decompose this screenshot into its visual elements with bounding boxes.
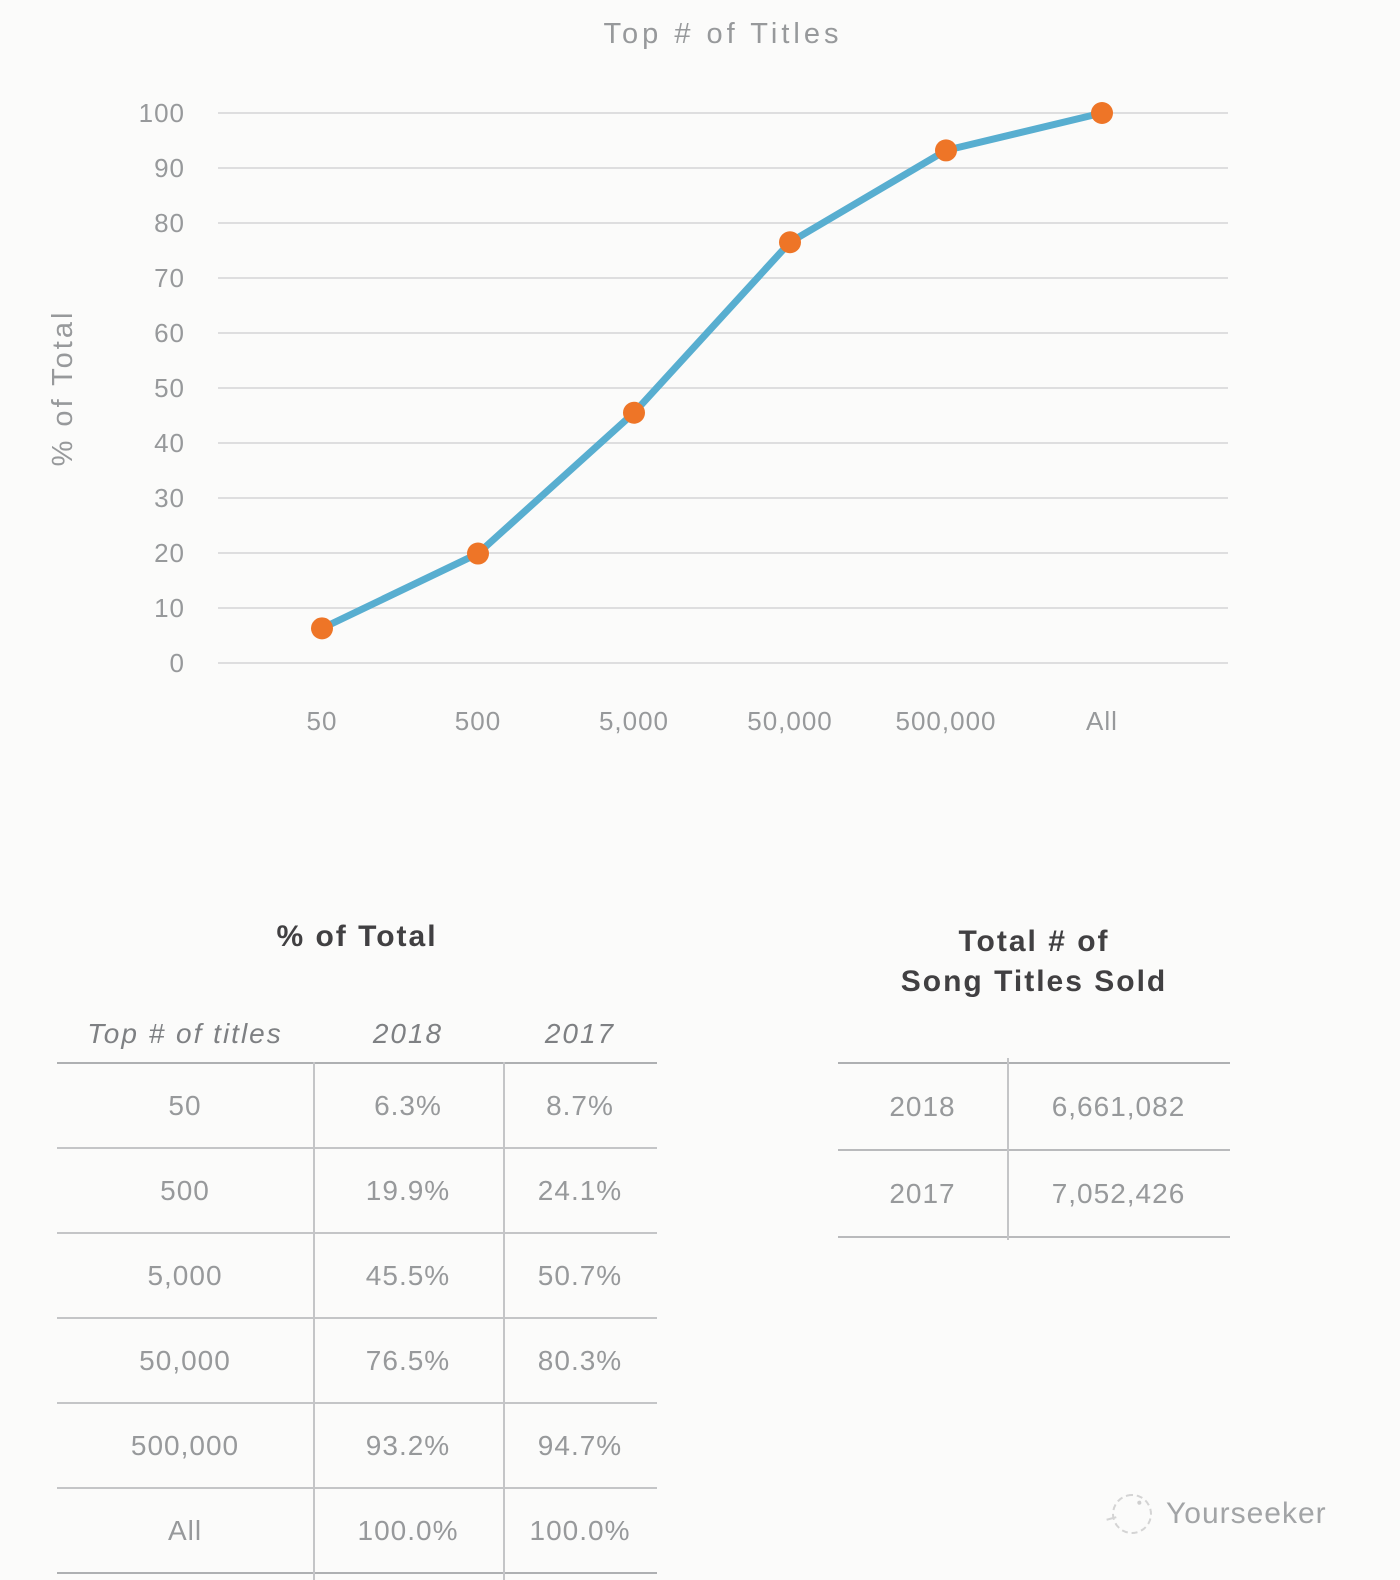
percent-table-header: Top # of titles 2018 2017 (57, 1005, 657, 1062)
table-cell: 19.9% (365, 1174, 451, 1206)
yourseeker-logo-icon (1107, 1489, 1157, 1539)
table-cell: 50 (168, 1089, 202, 1121)
table-row: 50 6.3% 8.7% (57, 1064, 657, 1149)
x-tick-label: 5,000 (599, 706, 669, 736)
column-divider (313, 1062, 315, 1580)
data-point (311, 617, 333, 640)
y-tick-label: 60 (154, 318, 185, 348)
y-tick-label: 50 (154, 373, 185, 403)
data-point (623, 401, 645, 424)
x-tick-label: 500 (455, 706, 501, 736)
x-tick-label: 50,000 (747, 706, 833, 736)
data-point (1091, 102, 1113, 124)
x-tick-label: 500,000 (896, 706, 997, 736)
percent-table-title: % of Total (276, 920, 438, 953)
y-tick-label: 90 (154, 153, 185, 183)
line-chart: 0 10 20 30 40 50 60 70 80 90 100 % of Total 50 500 5,0… (47, 98, 1228, 736)
data-point (935, 139, 957, 162)
column-divider (503, 1062, 505, 1580)
totals-table-body: 2018 6,661,082 2017 7,052,426 (838, 1064, 1230, 1238)
table-cell: 2017 (889, 1177, 956, 1209)
y-tick-label: 10 (154, 593, 185, 623)
table-row: 50,000 76.5% 80.3% (57, 1319, 657, 1404)
table-cell: 6.3% (374, 1089, 442, 1121)
chart-title: Top # of Titles (603, 18, 843, 50)
table-cell: 5,000 (147, 1259, 223, 1291)
percent-table: Top # of titles 2018 2017 50 6.3% 8.7% 500 1… (57, 1005, 657, 1580)
watermark: Yourseeker (1107, 1489, 1327, 1539)
table-cell: 93.2% (365, 1429, 451, 1461)
table-cell: 6,661,082 (1051, 1090, 1186, 1122)
table-row: 5,000 45.5% 50.7% (57, 1234, 657, 1319)
watermark-label: Yourseeker (1166, 1497, 1327, 1530)
table-cell: 2018 (889, 1090, 956, 1122)
x-tick-label: 50 (307, 706, 338, 736)
y-tick-label: 30 (154, 483, 185, 513)
table-cell: 76.5% (365, 1344, 451, 1376)
table-row: 500,000 93.2% 94.7% (57, 1404, 657, 1489)
table-cell: 500,000 (130, 1429, 240, 1461)
table-cell: 100.0% (529, 1514, 631, 1546)
table-cell: 50.7% (537, 1259, 623, 1291)
x-tick-label: All (1086, 706, 1118, 736)
table-cell: 100.0% (357, 1514, 459, 1546)
table-cell: 94.7% (537, 1429, 623, 1461)
table-cell: All (167, 1514, 203, 1546)
column-header-2018: 2018 (372, 1017, 444, 1049)
y-tick-label: 20 (154, 538, 185, 568)
data-point (779, 231, 801, 254)
y-tick-label: 70 (154, 263, 185, 293)
table-cell: 45.5% (365, 1259, 451, 1291)
column-header-2017: 2017 (544, 1017, 616, 1049)
totals-table-title-line1: Total # of (958, 925, 1110, 958)
y-tick-label: 40 (154, 428, 185, 458)
data-point (467, 542, 489, 565)
data-line-2018 (318, 109, 1106, 632)
totals-table-title-line2: Song Titles Sold (900, 965, 1168, 998)
table-cell: 8.7% (546, 1089, 614, 1121)
table-row: 500 19.9% 24.1% (57, 1149, 657, 1234)
column-divider (1007, 1058, 1009, 1240)
table-cell: 50,000 (139, 1344, 231, 1376)
y-tick-label: 100 (139, 98, 185, 128)
table-row: 2017 7,052,426 (838, 1151, 1230, 1238)
totals-table-title: Total # of Song Titles Sold (838, 922, 1230, 1002)
y-tick-label: 80 (154, 208, 185, 238)
table-cell: 7,052,426 (1051, 1177, 1186, 1209)
table-cell: 24.1% (537, 1174, 623, 1206)
table-row: All 100.0% 100.0% (57, 1489, 657, 1574)
totals-table: 2018 6,661,082 2017 7,052,426 (838, 1058, 1230, 1240)
table-row: 2018 6,661,082 (838, 1064, 1230, 1151)
percent-table-body: 50 6.3% 8.7% 500 19.9% 24.1% 5,000 45.5% 50.7% 50… (57, 1062, 657, 1574)
y-tick-label: 0 (170, 648, 185, 678)
column-header-top-titles: Top # of titles (87, 1017, 283, 1049)
table-cell: 500 (160, 1174, 210, 1206)
table-cell: 80.3% (537, 1344, 623, 1376)
y-axis-title: % of Total (47, 310, 79, 467)
